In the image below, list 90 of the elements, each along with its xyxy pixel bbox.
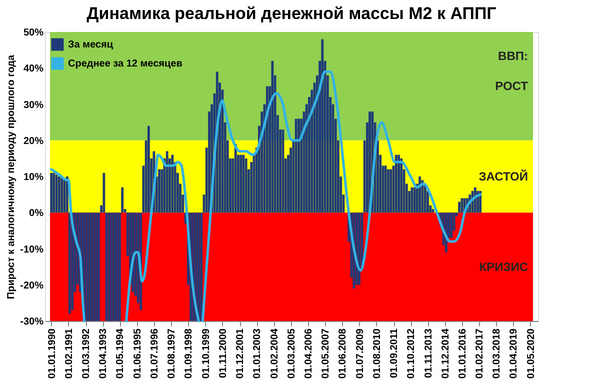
x-tick-label: 01.06.2008 bbox=[338, 328, 349, 379]
x-tick-label: 01.01.1990 bbox=[46, 328, 58, 379]
bar bbox=[386, 169, 390, 213]
bar bbox=[166, 151, 168, 213]
bar bbox=[234, 144, 237, 213]
x-tick-label: 01.07.2009 bbox=[354, 328, 366, 379]
x-tick-label: 01.06.1995 bbox=[132, 328, 144, 379]
x-tick-label: 01.01.2003 bbox=[252, 328, 264, 379]
bar bbox=[197, 212, 200, 321]
bar bbox=[94, 212, 98, 321]
bar bbox=[394, 154, 398, 213]
bar bbox=[58, 176, 60, 213]
legend-label: Среднее за 12 месяцев bbox=[68, 58, 182, 70]
bar bbox=[108, 212, 110, 321]
x-tick-label: 01.12.2014 bbox=[440, 328, 452, 379]
y-tick-label: 0% bbox=[29, 208, 44, 220]
bar bbox=[110, 212, 114, 321]
bar bbox=[479, 190, 482, 213]
x-tick-label: 01.04.2019 bbox=[508, 328, 520, 379]
bar bbox=[50, 172, 53, 213]
band-label: ЗАСТОЙ bbox=[478, 170, 528, 184]
bar bbox=[418, 176, 421, 213]
bar bbox=[60, 176, 64, 213]
legend-label: За месяц bbox=[68, 40, 114, 50]
bar bbox=[242, 154, 245, 213]
bar bbox=[121, 187, 124, 213]
bar bbox=[413, 187, 416, 213]
x-tick-label: 01.02.2017 bbox=[474, 328, 486, 379]
bar bbox=[200, 212, 202, 321]
y-tick-label: 20% bbox=[23, 136, 44, 147]
bar bbox=[68, 212, 71, 314]
x-tick-label: 01.04.1993 bbox=[98, 328, 110, 379]
x-tick-label: 01.05.1994 bbox=[115, 328, 126, 379]
x-tick-label: 01.10.2012 bbox=[406, 328, 418, 379]
y-tick-label: -20% bbox=[20, 280, 44, 292]
x-tick-label: 01.02.2004 bbox=[269, 328, 280, 379]
y-tick-label: 30% bbox=[23, 100, 44, 111]
band-label: КРИЗИС bbox=[479, 260, 528, 274]
x-tick-label: 01.09.1998 bbox=[184, 328, 195, 379]
bar bbox=[271, 60, 274, 213]
bar bbox=[390, 169, 392, 213]
x-tick-label: 01.08.2010 bbox=[372, 328, 383, 379]
bar bbox=[52, 172, 56, 213]
annotation: ВВП: bbox=[498, 49, 528, 64]
x-tick-label: 01.02.1991 bbox=[64, 328, 75, 379]
bar bbox=[458, 202, 461, 213]
bar bbox=[321, 39, 324, 213]
x-tick-label: 01.03.2005 bbox=[286, 328, 298, 379]
bar bbox=[171, 154, 174, 213]
bar bbox=[116, 212, 118, 321]
bar bbox=[86, 212, 90, 321]
bar bbox=[102, 172, 106, 213]
x-tick-label: 01.03.1992 bbox=[81, 328, 92, 379]
y-tick-label: 50% bbox=[23, 28, 44, 38]
bar bbox=[298, 118, 300, 213]
bar bbox=[400, 158, 403, 213]
y-tick-label: 40% bbox=[23, 64, 44, 75]
band-label: РОСТ bbox=[495, 79, 529, 94]
bar bbox=[450, 212, 453, 238]
bar bbox=[358, 212, 360, 285]
bar bbox=[147, 126, 150, 213]
y-tick-label: 10% bbox=[23, 172, 44, 183]
x-tick-label: 01.10.1999 bbox=[200, 328, 212, 379]
x-tick-label: 01.07.1996 bbox=[149, 328, 160, 379]
x-tick-label: 01.05.2020 bbox=[526, 328, 537, 379]
x-tick-label: 01.09.2011 bbox=[389, 328, 400, 378]
x-tick-label: 01.03.2018 bbox=[492, 328, 503, 379]
bar bbox=[240, 154, 242, 213]
bar bbox=[398, 154, 400, 213]
y-tick-label: -10% bbox=[20, 244, 44, 256]
bar bbox=[266, 86, 268, 213]
x-tick-label: 01.11.2000 bbox=[218, 328, 229, 378]
bar bbox=[118, 212, 121, 321]
bar bbox=[432, 209, 434, 213]
x-tick-label: 01.01.2016 bbox=[457, 328, 468, 379]
bar bbox=[90, 212, 92, 321]
y-tick-label: -30% bbox=[20, 316, 44, 328]
bar bbox=[244, 158, 248, 213]
x-tick-label: 01.12.2001 bbox=[235, 328, 246, 379]
bar bbox=[105, 212, 108, 321]
x-tick-label: 01.04.2006 bbox=[303, 328, 314, 379]
bar bbox=[294, 118, 298, 213]
bar bbox=[158, 169, 160, 213]
x-tick-label: 01.08.1997 bbox=[166, 328, 178, 379]
y-axis-title: Прирост к аналогичному периоду прошлого года bbox=[6, 54, 18, 300]
bar bbox=[98, 212, 100, 321]
x-tick-label: 01.05.2007 bbox=[320, 328, 332, 379]
x-tick-label: 01.11.2013 bbox=[423, 328, 434, 378]
bar bbox=[421, 180, 424, 213]
chart-title: Динамика реальной денежной массы М2 к АППГ bbox=[86, 4, 497, 23]
